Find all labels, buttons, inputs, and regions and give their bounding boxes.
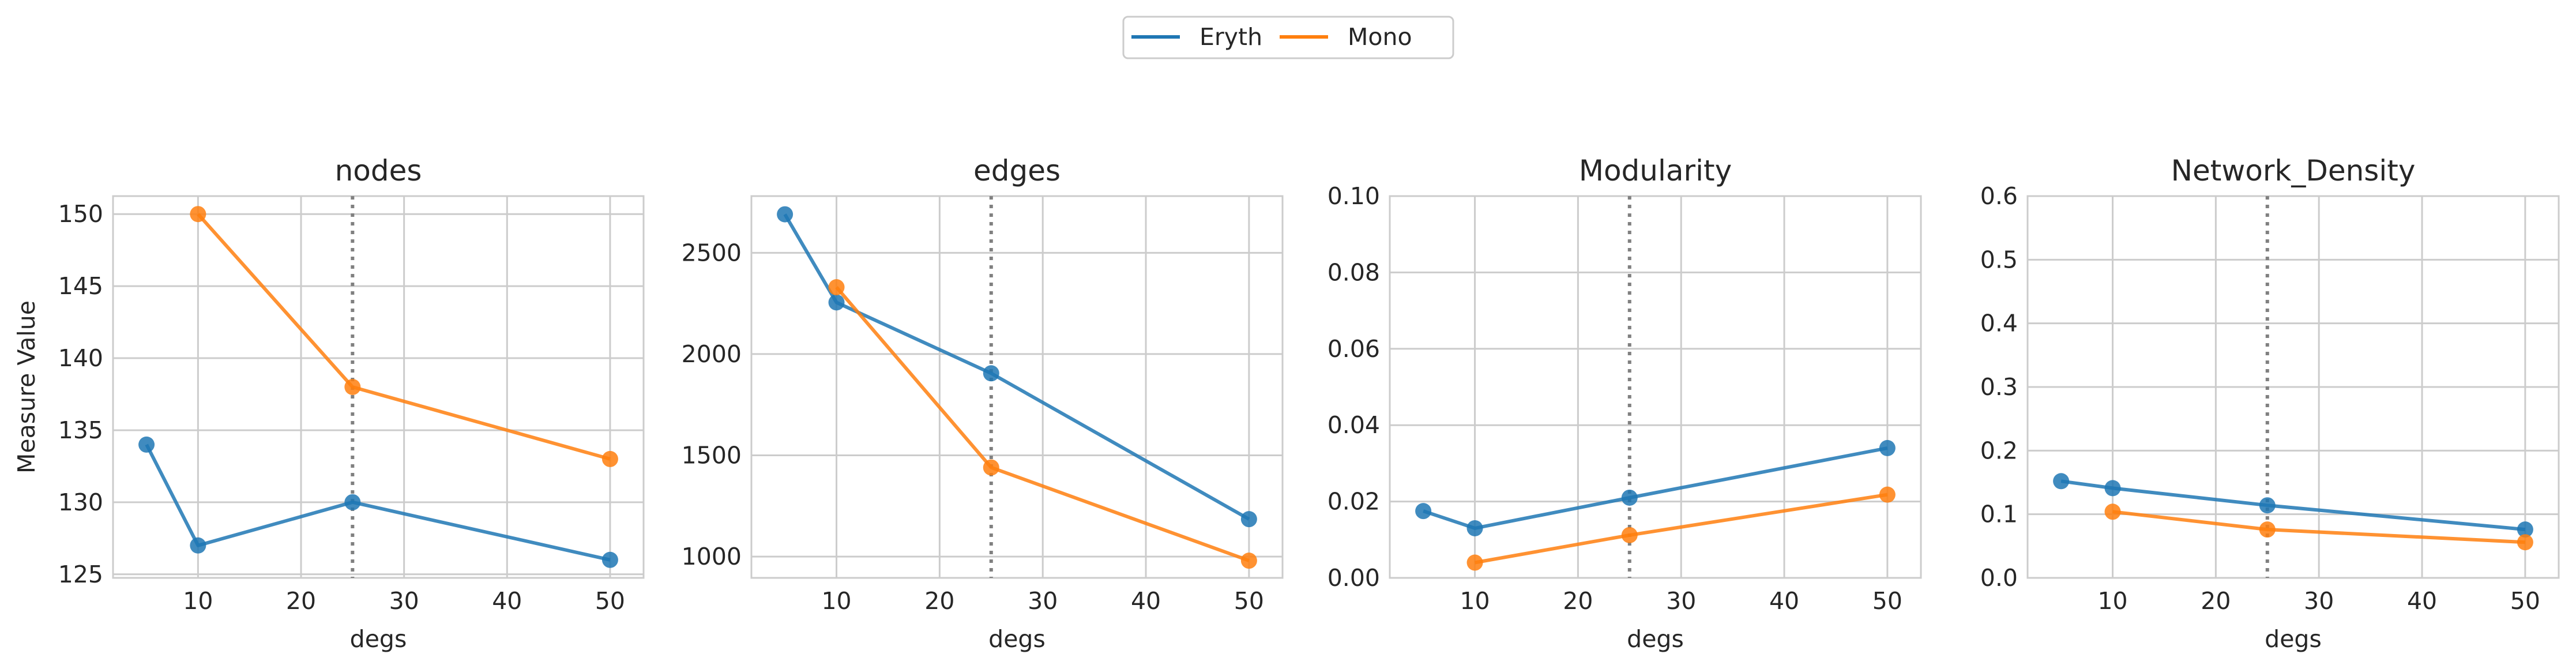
- series-line-eryth: [145, 444, 611, 562]
- x-tick-label: 40: [492, 587, 522, 615]
- x-tick-label: 50: [2510, 587, 2540, 615]
- data-point-eryth: [2517, 521, 2533, 538]
- x-tick-label: 30: [1028, 587, 1058, 615]
- y-tick-label: 0.2: [1980, 437, 2018, 464]
- data-point-eryth: [777, 206, 794, 223]
- x-tick-label: 20: [286, 587, 316, 615]
- x-tick-label: 20: [2201, 587, 2231, 615]
- y-tick-label: 125: [58, 561, 103, 588]
- x-tick-label: 50: [595, 587, 625, 615]
- x-axis-label: degs: [1627, 625, 1684, 653]
- x-tick-label: 20: [924, 587, 954, 615]
- plot-frame: [750, 195, 1284, 579]
- y-tick-label: 0.08: [1328, 258, 1380, 286]
- y-tick-label: 0.6: [1980, 182, 2018, 210]
- x-tick-label: 40: [2407, 587, 2437, 615]
- panel-network-density: 0.0 0.1 0.2 0.3 0.4 0.5 0.6 10 20 30 40 50 Network_D…: [1980, 154, 2560, 653]
- y-tick-label: 0.10: [1328, 182, 1380, 210]
- series-line-eryth: [1423, 446, 1888, 530]
- legend: Eryth Mono: [1122, 16, 1454, 59]
- panel-title: edges: [973, 154, 1061, 187]
- x-tick-label: 10: [1460, 587, 1490, 615]
- plot-frame: [112, 195, 645, 579]
- data-point-eryth: [1466, 520, 1483, 536]
- x-tick-label: 20: [1563, 587, 1593, 615]
- y-tick-label: 0.5: [1980, 246, 2018, 273]
- y-tick-label: 2000: [682, 340, 742, 368]
- y-tick-label: 0.3: [1980, 373, 2018, 401]
- x-tick-label: 10: [183, 587, 213, 615]
- y-tick-label: 135: [58, 416, 103, 444]
- legend-label-mono: Mono: [1348, 23, 1412, 51]
- x-axis-label: degs: [350, 625, 407, 653]
- x-tick-label: 10: [2097, 587, 2127, 615]
- panel-modularity: 0.00 0.02 0.04 0.06 0.08 0.10 10 20 30 40 50 Modula…: [1328, 154, 1922, 653]
- data-point-mono: [1879, 486, 1896, 503]
- y-tick-label: 0.4: [1980, 310, 2018, 337]
- data-point-eryth: [344, 494, 361, 510]
- data-point-mono: [190, 206, 206, 223]
- y-tick-label: 2500: [682, 239, 742, 266]
- y-tick-label: 0.00: [1328, 564, 1380, 592]
- data-point-mono: [1240, 553, 1257, 569]
- y-tick-label: 0.0: [1980, 564, 2018, 592]
- y-tick-label: 145: [58, 272, 103, 300]
- legend-label-eryth: Eryth: [1199, 23, 1262, 51]
- data-point-eryth: [2053, 473, 2070, 490]
- y-tick-label: 1000: [682, 543, 742, 570]
- data-point-eryth: [2104, 480, 2121, 497]
- panel-edges: 1000 1500 2000 2500 10 20 30 40 50 edges degs: [682, 154, 1284, 653]
- x-tick-label: 40: [1131, 587, 1161, 615]
- data-point-eryth: [1415, 503, 1432, 520]
- data-point-eryth: [1879, 439, 1896, 456]
- data-point-eryth: [190, 537, 206, 554]
- data-point-mono: [1466, 554, 1483, 571]
- data-point-eryth: [828, 294, 845, 311]
- y-axis-label: Measure Value: [13, 300, 40, 473]
- data-point-eryth: [601, 551, 618, 568]
- data-point-mono: [601, 450, 618, 467]
- y-tick-label: 130: [58, 488, 103, 516]
- panel-title: nodes: [335, 154, 422, 187]
- x-axis-label: degs: [988, 625, 1046, 653]
- x-tick-label: 50: [1234, 587, 1264, 615]
- plot-frame: [2026, 195, 2560, 579]
- x-tick-label: 30: [2304, 587, 2334, 615]
- y-tick-label: 0.02: [1328, 488, 1380, 516]
- series-line-eryth: [2060, 479, 2526, 532]
- x-tick-label: 30: [389, 587, 419, 615]
- data-point-eryth: [983, 365, 999, 382]
- data-point-eryth: [2259, 497, 2276, 514]
- y-tick-label: 0.1: [1980, 501, 2018, 528]
- x-axis-label: degs: [2265, 625, 2322, 653]
- data-point-mono: [2104, 503, 2121, 520]
- data-point-eryth: [1621, 489, 1638, 506]
- data-point-mono: [828, 279, 845, 296]
- data-point-mono: [1621, 527, 1638, 543]
- y-tick-label: 0.04: [1328, 411, 1380, 439]
- y-tick-label: 140: [58, 344, 103, 372]
- plot-frame: [1389, 195, 1922, 579]
- y-tick-label: 150: [58, 200, 103, 228]
- data-point-mono: [2259, 521, 2276, 538]
- x-tick-label: 10: [821, 587, 851, 615]
- data-point-eryth: [138, 436, 155, 453]
- data-point-mono: [344, 379, 361, 395]
- series-line-eryth: [783, 213, 1250, 521]
- panel-title: Modularity: [1579, 154, 1732, 187]
- y-tick-label: 1500: [682, 442, 742, 469]
- data-point-eryth: [1240, 511, 1257, 528]
- panel-title: Network_Density: [2171, 154, 2416, 187]
- data-point-mono: [983, 459, 999, 476]
- data-point-mono: [2517, 534, 2533, 551]
- y-tick-label: 0.06: [1328, 335, 1380, 363]
- x-tick-label: 40: [1769, 587, 1799, 615]
- panel-nodes: 125 130 135 140 145 150 10 20 30 40 50 nodes degs Mea…: [13, 154, 645, 653]
- x-tick-label: 50: [1872, 587, 1902, 615]
- chart-panels: 125 130 135 140 145 150 10 20 30 40 50 nodes degs Mea…: [13, 154, 2560, 653]
- x-tick-label: 30: [1666, 587, 1696, 615]
